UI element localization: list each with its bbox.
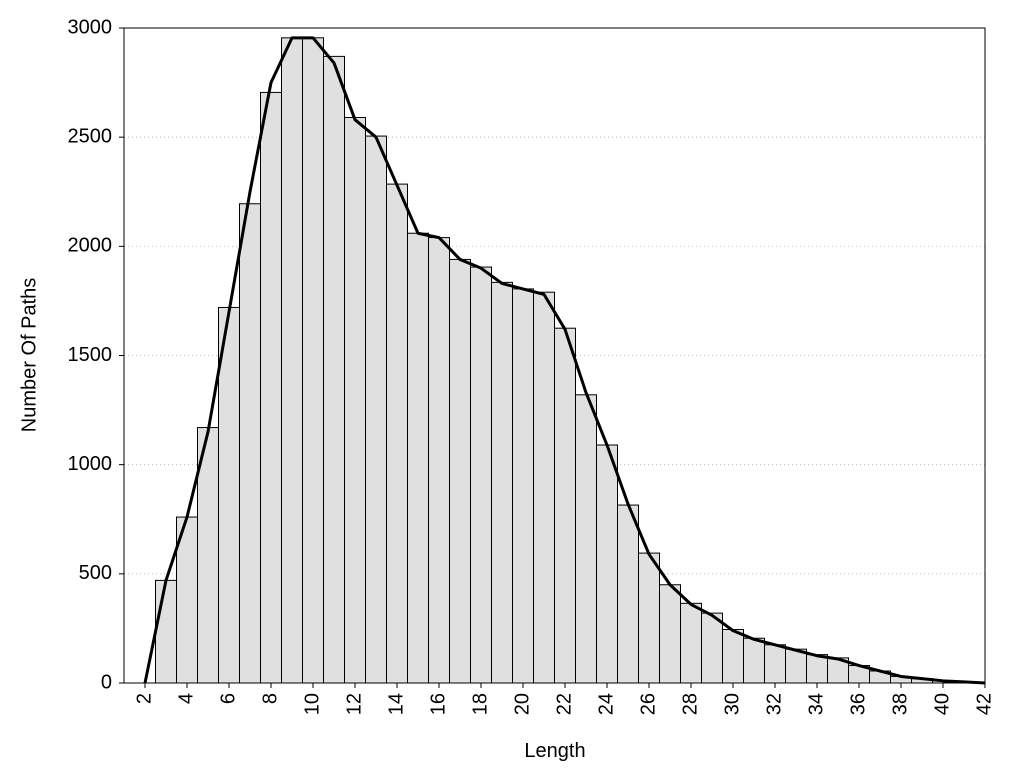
x-tick-label: 40 [931,693,953,715]
x-axis-label: Length [524,740,585,762]
bar [743,637,765,684]
x-tick-label: 14 [385,693,407,715]
y-tick-label: 2500 [68,125,113,147]
bar [512,288,534,684]
bar [260,91,282,684]
bar [806,654,828,684]
bar [596,444,618,684]
bar [449,258,471,684]
bar [428,237,450,684]
bar [365,135,387,684]
bar [785,648,807,684]
x-tick-label: 24 [595,693,617,715]
x-tick-label: 6 [217,693,239,704]
y-tick-label: 1000 [68,453,113,475]
bar [386,183,408,684]
bar [680,602,702,684]
bar [323,55,345,684]
bar [638,552,660,684]
bar [659,584,681,684]
bar [491,281,513,684]
bar [218,306,240,684]
bar [764,644,786,684]
x-tick-label: 32 [763,693,785,715]
density-curve [143,36,986,685]
x-tick-label: 10 [301,693,323,715]
x-tick-label: 36 [847,693,869,715]
y-tick-label: 1500 [68,344,113,366]
y-tick-label: 0 [101,671,112,693]
x-tick-label: 8 [259,693,281,704]
x-tick-label: 18 [469,693,491,715]
x-tick-label: 22 [553,693,575,715]
bar [470,266,492,684]
bar [617,504,639,684]
x-tick-label: 20 [511,693,533,715]
x-tick-label: 38 [889,693,911,715]
bar [701,612,723,684]
y-tick-label: 500 [79,562,112,584]
bar [554,327,576,684]
x-tick-label: 28 [679,693,701,715]
bar [722,629,744,684]
y-axis-label: Number Of Paths [18,278,40,433]
bar [407,232,429,684]
y-tick-label: 2000 [68,235,113,257]
bar [239,203,261,684]
x-tick-label: 30 [721,693,743,715]
x-tick-label: 26 [637,693,659,715]
x-tick-label: 12 [343,693,365,715]
x-tick-label: 16 [427,693,449,715]
bar [302,37,324,684]
bar [281,37,303,684]
bar [533,291,555,684]
bar [155,579,177,684]
y-tick-label: 3000 [68,16,113,38]
x-tick-label: 42 [973,693,995,715]
plot-frame [123,27,986,684]
x-tick-label: 2 [133,693,155,704]
bar [575,394,597,684]
bar [344,117,366,684]
x-tick-label: 34 [805,693,827,715]
x-tick-label: 4 [175,693,197,704]
